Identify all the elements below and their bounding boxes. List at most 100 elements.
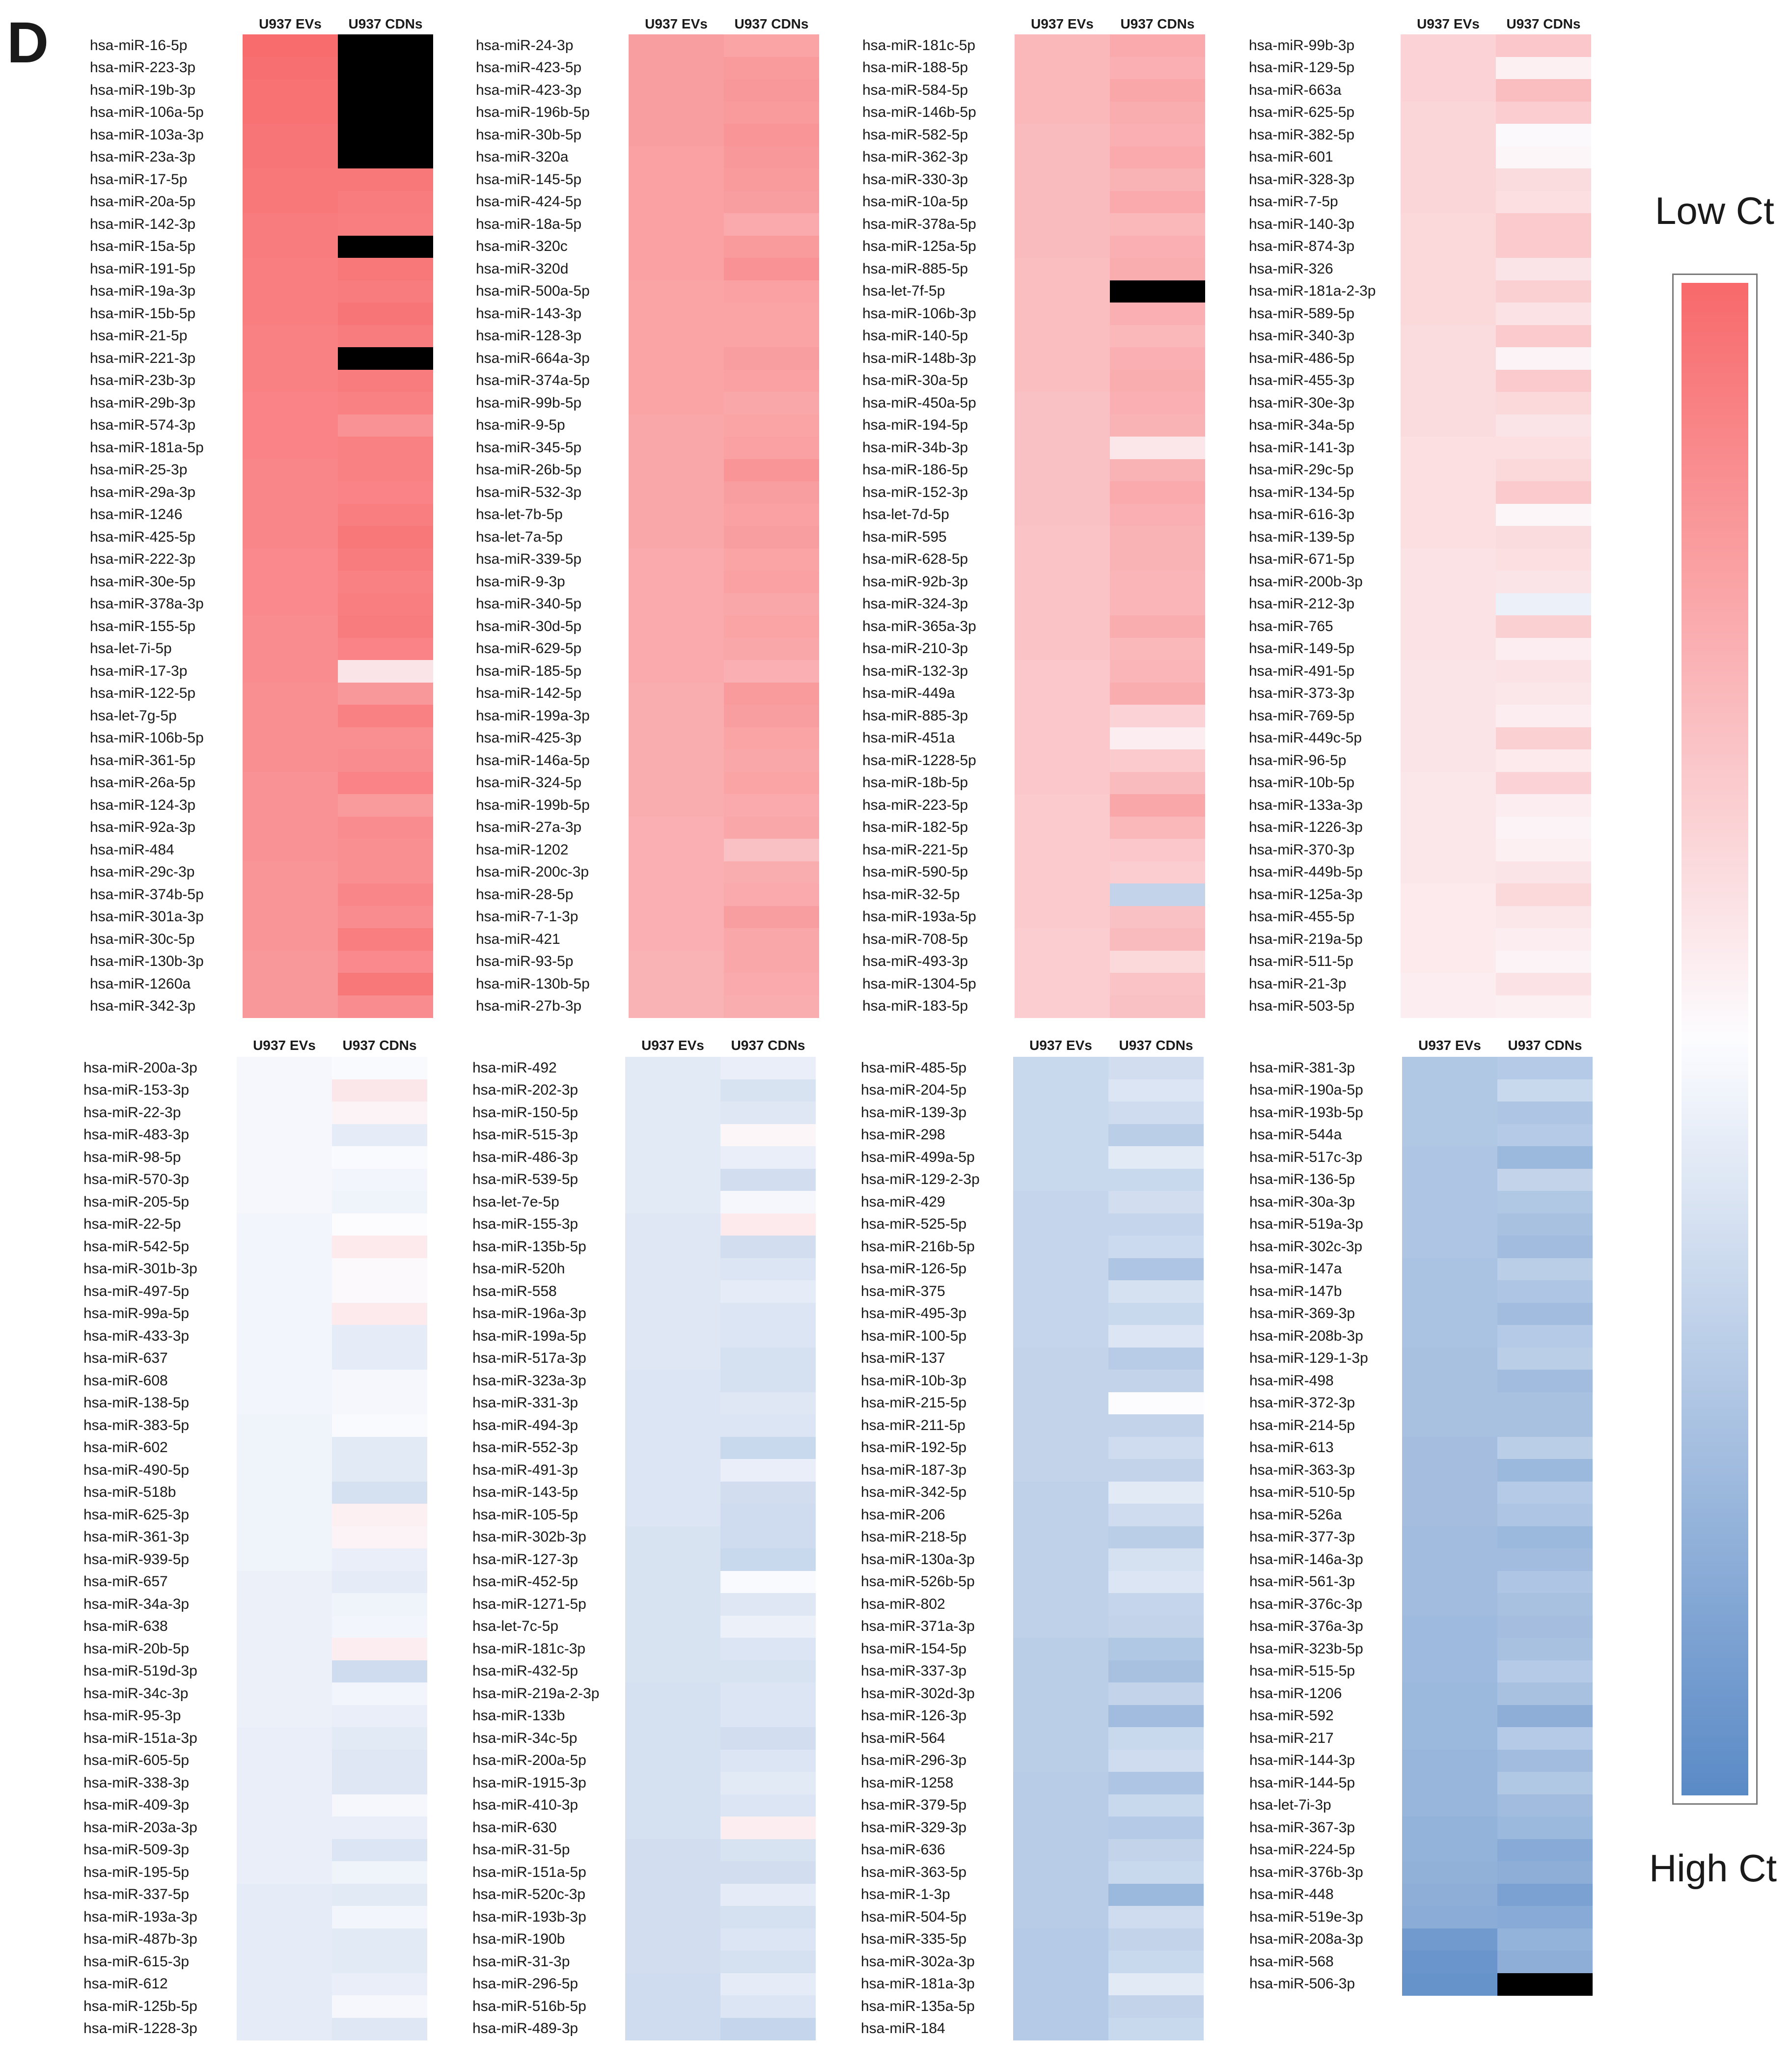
heatmap-cell xyxy=(1401,771,1496,795)
row-label: hsa-let-7a-5p xyxy=(476,528,563,545)
heatmap-cell xyxy=(1402,1682,1497,1705)
row-label: hsa-miR-21-3p xyxy=(1249,975,1347,992)
heatmap-cell xyxy=(1108,1727,1204,1750)
row-label: hsa-let-7e-5p xyxy=(472,1193,559,1210)
heatmap-cell xyxy=(243,973,338,995)
heatmap-cell xyxy=(1402,1168,1497,1191)
row-label: hsa-miR-484 xyxy=(90,841,174,858)
heatmap-cell xyxy=(1110,258,1205,280)
row-label: hsa-let-7c-5p xyxy=(472,1618,559,1635)
heatmap-cell xyxy=(1015,615,1110,638)
heatmap-cell xyxy=(332,1079,427,1102)
heatmap-cell xyxy=(629,325,724,348)
row-label: hsa-let-7i-5p xyxy=(90,640,172,657)
heatmap-cell xyxy=(1402,1615,1497,1638)
heatmap-cell xyxy=(338,839,433,861)
heatmap-cell xyxy=(243,660,338,683)
heatmap-cell xyxy=(1401,235,1496,258)
heatmap-cell xyxy=(1496,950,1591,973)
column-header: U937 CDNs xyxy=(1506,16,1581,31)
heatmap-cell xyxy=(1497,1414,1593,1437)
heatmap-cell xyxy=(1110,280,1205,303)
heatmap-cell xyxy=(1402,1548,1497,1571)
heatmap-cell xyxy=(1497,1794,1593,1817)
row-label: hsa-miR-376a-3p xyxy=(1249,1618,1363,1635)
row-label: hsa-miR-516b-5p xyxy=(472,1998,586,2014)
row-label: hsa-miR-337-3p xyxy=(861,1663,967,1680)
heatmap-cell xyxy=(1108,1526,1204,1549)
heatmap-cell xyxy=(724,303,819,325)
heatmap-cell xyxy=(629,950,724,973)
heatmap-cell xyxy=(724,235,819,258)
row-label: hsa-miR-20b-5p xyxy=(83,1640,190,1657)
row-label: hsa-miR-410-3p xyxy=(472,1797,579,1814)
row-label: hsa-miR-99a-5p xyxy=(83,1305,190,1322)
row-label: hsa-miR-451a xyxy=(862,730,955,746)
row-label: hsa-miR-526b-5p xyxy=(861,1573,975,1590)
heatmap-cell xyxy=(1401,124,1496,146)
row-label: hsa-miR-181a-5p xyxy=(90,439,204,456)
heatmap-cell xyxy=(1497,1146,1593,1169)
heatmap-cell xyxy=(1013,1325,1108,1348)
heatmap-cell xyxy=(629,526,724,549)
heatmap-cell xyxy=(1496,571,1591,593)
heatmap-cell xyxy=(243,235,338,258)
heatmap-cell xyxy=(1110,392,1205,414)
heatmap-cell xyxy=(332,1638,427,1660)
row-label: hsa-miR-433-3p xyxy=(83,1327,190,1344)
heatmap-cell xyxy=(1401,950,1496,973)
row-label: hsa-miR-449c-5p xyxy=(1249,730,1362,746)
row-label: hsa-miR-181a-2-3p xyxy=(1249,283,1376,300)
row-label: hsa-miR-542-5p xyxy=(83,1238,190,1255)
heatmap-cell xyxy=(1015,548,1110,571)
row-label: hsa-miR-510-5p xyxy=(1249,1484,1355,1501)
heatmap-cell xyxy=(237,1749,332,1772)
heatmap-cell xyxy=(1108,1347,1204,1370)
heatmap-cell xyxy=(1402,1973,1497,1996)
heatmap-cell xyxy=(1496,437,1591,459)
heatmap-cell xyxy=(1402,1928,1497,1951)
heatmap-cell xyxy=(625,1928,720,1951)
row-label: hsa-miR-424-5p xyxy=(476,193,582,210)
row-label: hsa-miR-181a-3p xyxy=(861,1976,975,1992)
heatmap-cell xyxy=(1013,1370,1108,1392)
heatmap-cell xyxy=(1496,883,1591,906)
color-scale-gradient xyxy=(1682,283,1748,1795)
heatmap-cell xyxy=(625,1325,720,1348)
heatmap-cell xyxy=(1497,1817,1593,1839)
heatmap-cell xyxy=(332,1325,427,1348)
heatmap-cell xyxy=(625,2017,720,2040)
heatmap-cell xyxy=(1110,347,1205,370)
row-label: hsa-miR-519a-3p xyxy=(1249,1216,1363,1233)
heatmap-cell xyxy=(237,1660,332,1683)
heatmap-cell xyxy=(629,615,724,638)
row-label: hsa-miR-331-3p xyxy=(472,1395,579,1411)
heatmap-cell xyxy=(243,213,338,236)
heatmap-cell xyxy=(724,749,819,772)
heatmap-cell xyxy=(724,481,819,504)
row-label: hsa-miR-372-3p xyxy=(1249,1395,1355,1411)
row-label: hsa-miR-215-5p xyxy=(861,1395,967,1411)
row-label: hsa-miR-105-5p xyxy=(472,1506,579,1523)
heatmap-cell xyxy=(629,101,724,124)
heatmap-cell xyxy=(332,1414,427,1437)
heatmap-cell xyxy=(1497,1124,1593,1147)
heatmap-cell xyxy=(338,928,433,951)
heatmap-cell xyxy=(1496,369,1591,392)
row-label: hsa-miR-517c-3p xyxy=(1249,1149,1363,1165)
heatmap-cell xyxy=(243,682,338,705)
row-label: hsa-miR-182-5p xyxy=(862,819,968,836)
row-label: hsa-miR-146b-5p xyxy=(862,104,976,121)
heatmap-cell xyxy=(1110,101,1205,124)
heatmap-cell xyxy=(332,1660,427,1683)
heatmap-cell xyxy=(1402,1660,1497,1683)
heatmap-cell xyxy=(625,1146,720,1169)
row-label: hsa-miR-142-3p xyxy=(90,216,196,232)
row-label: hsa-miR-155-5p xyxy=(90,618,196,634)
row-label: hsa-miR-106b-5p xyxy=(90,730,204,746)
heatmap-cell xyxy=(237,1817,332,1839)
heatmap-cell xyxy=(1110,682,1205,705)
heatmap-cell xyxy=(1401,794,1496,817)
row-label: hsa-miR-409-3p xyxy=(83,1797,190,1814)
heatmap-cell xyxy=(237,1236,332,1258)
